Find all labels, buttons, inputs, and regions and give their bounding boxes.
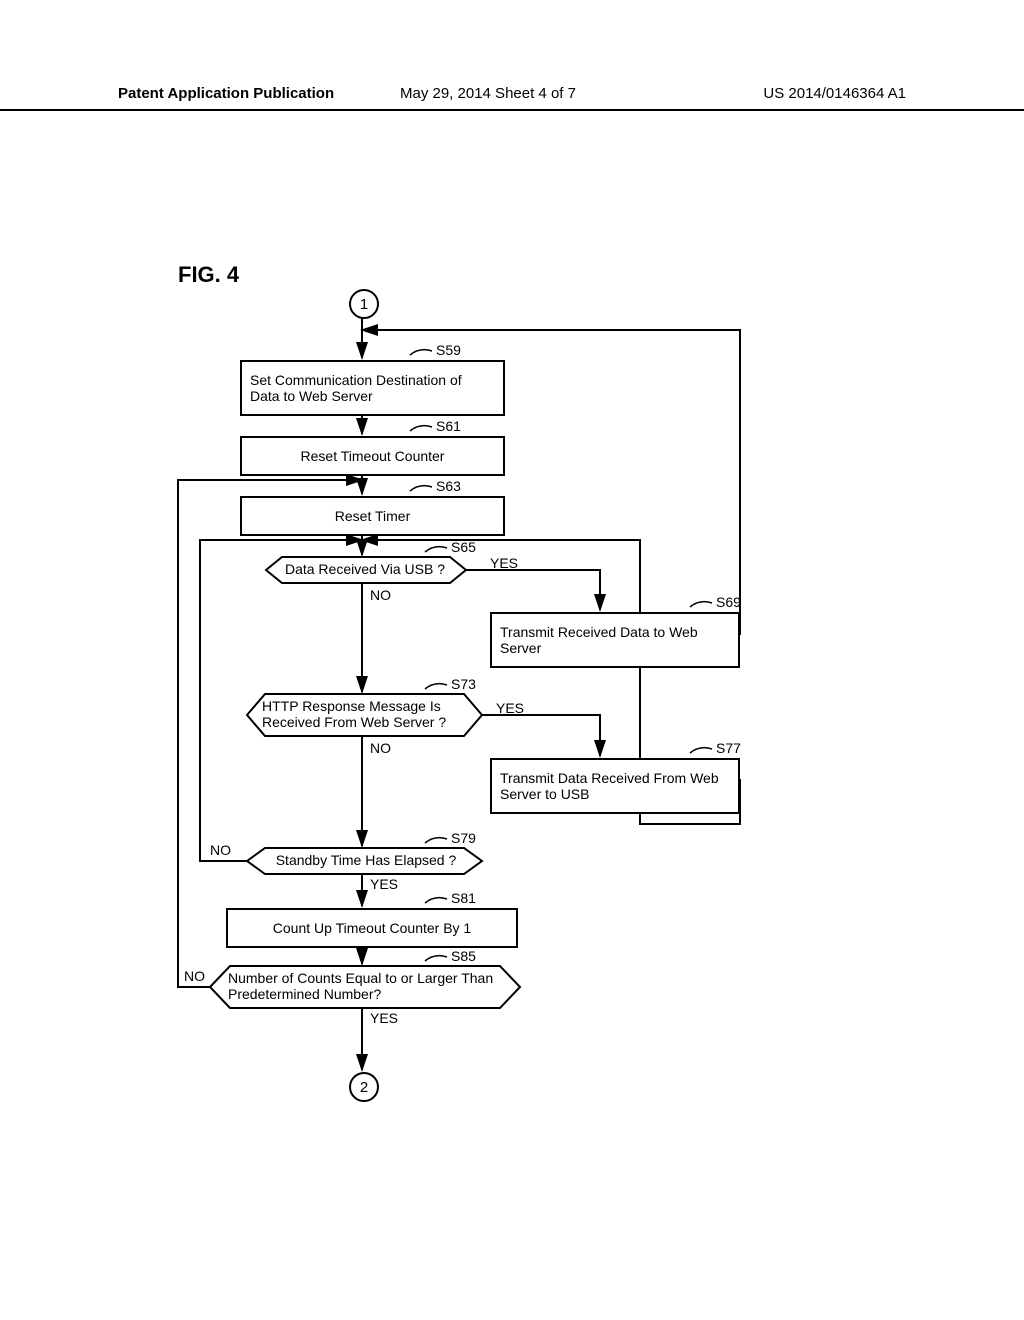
s65-yes: YES: [490, 555, 518, 571]
label-s81: S81: [451, 890, 476, 906]
step-s69-text: Transmit Received Data to Web Server: [500, 624, 730, 656]
s73-no: NO: [370, 740, 391, 756]
s65-no: NO: [370, 587, 391, 603]
step-s81: Count Up Timeout Counter By 1: [226, 908, 518, 948]
decision-s65-text: Data Received Via USB ?: [285, 561, 445, 577]
s85-no: NO: [184, 968, 205, 984]
label-s69: S69: [716, 594, 741, 610]
connector-top: 1: [349, 289, 379, 319]
label-s61: S61: [436, 418, 461, 434]
step-s59: Set Communication Destination of Data to…: [240, 360, 505, 416]
step-s61-text: Reset Timeout Counter: [301, 448, 445, 464]
label-s73: S73: [451, 676, 476, 692]
label-s65: S65: [451, 539, 476, 555]
decision-s79-text: Standby Time Has Elapsed ?: [276, 852, 457, 868]
connector-bottom: 2: [349, 1072, 379, 1102]
decision-s73-text: HTTP Response Message Is Received From W…: [262, 698, 446, 730]
s85-yes: YES: [370, 1010, 398, 1026]
step-s59-text: Set Communication Destination of Data to…: [250, 372, 495, 404]
step-s69: Transmit Received Data to Web Server: [490, 612, 740, 668]
label-s63: S63: [436, 478, 461, 494]
s73-yes: YES: [496, 700, 524, 716]
s79-no: NO: [210, 842, 231, 858]
step-s63: Reset Timer: [240, 496, 505, 536]
label-s77: S77: [716, 740, 741, 756]
step-s77-text: Transmit Data Received From Web Server t…: [500, 770, 730, 802]
decision-s73: HTTP Response Message Is Received From W…: [262, 698, 467, 730]
step-s63-text: Reset Timer: [335, 508, 410, 524]
decision-s85-text: Number of Counts Equal to or Larger Than…: [228, 970, 493, 1002]
decision-s85: Number of Counts Equal to or Larger Than…: [228, 970, 506, 1002]
step-s61: Reset Timeout Counter: [240, 436, 505, 476]
label-s59: S59: [436, 342, 461, 358]
page: Patent Application Publication May 29, 2…: [0, 0, 1024, 1320]
s79-yes: YES: [370, 876, 398, 892]
connector-top-label: 1: [360, 296, 368, 313]
connector-bottom-label: 2: [360, 1079, 368, 1096]
step-s81-text: Count Up Timeout Counter By 1: [273, 920, 471, 936]
label-s85: S85: [451, 948, 476, 964]
decision-s65: Data Received Via USB ?: [280, 561, 450, 577]
decision-s79: Standby Time Has Elapsed ?: [266, 852, 466, 868]
label-s79: S79: [451, 830, 476, 846]
step-s77: Transmit Data Received From Web Server t…: [490, 758, 740, 814]
